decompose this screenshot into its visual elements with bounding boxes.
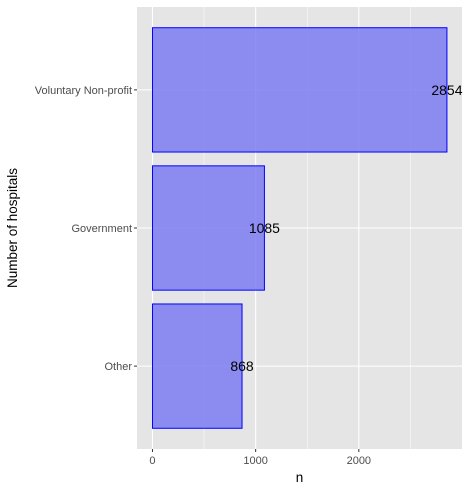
x-tick-label: 1000 [243, 455, 267, 467]
data-label: 2854 [431, 82, 462, 98]
data-labels: 2854 1085 868 [230, 82, 462, 374]
y-tick-label: Other [104, 361, 132, 373]
y-tick-label: Voluntary Non-profit [35, 85, 132, 97]
bar-government [151, 165, 265, 291]
y-tick-label: Government [71, 223, 132, 235]
axes: Voluntary Non-profit Government Other 0 1000… [35, 85, 371, 467]
x-tick-label: 2000 [347, 455, 371, 467]
bars [151, 27, 448, 429]
data-label: 868 [230, 358, 254, 374]
x-tick-label: 0 [149, 455, 155, 467]
bar-other [151, 303, 243, 429]
y-axis-title: Number of hospitals [5, 168, 20, 288]
x-axis-title: n [296, 470, 304, 485]
bar-voluntary-non-profit [151, 27, 448, 153]
data-label: 1085 [249, 220, 280, 236]
